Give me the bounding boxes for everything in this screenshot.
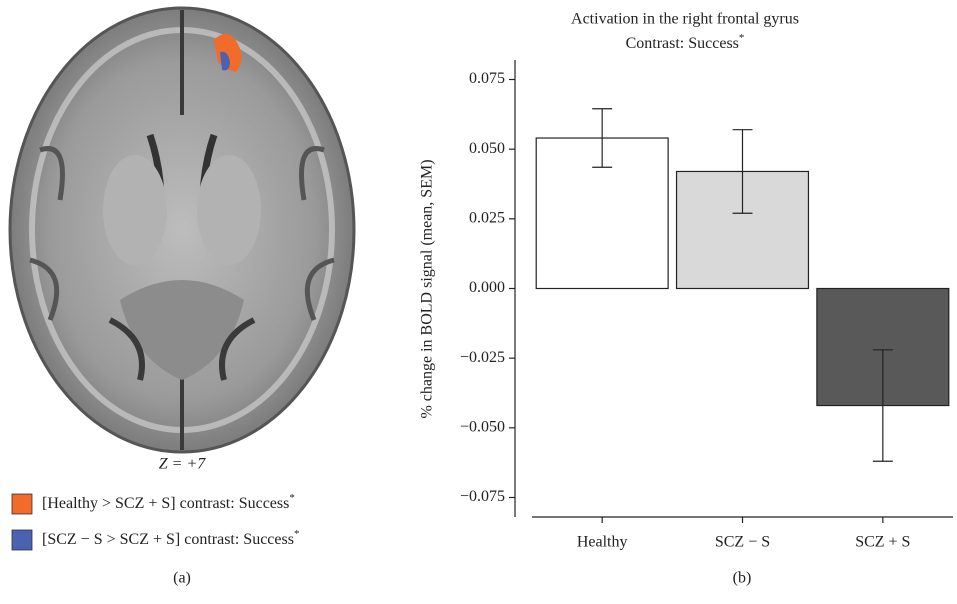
subtitle-superscript: * [739,32,745,44]
page: {"panel_a": { "slice_label": "Z = +7", "… [0,0,957,599]
legend-swatch [12,494,32,514]
y-tick-label: −0.075 [460,488,505,505]
y-tick-label: 0.075 [469,70,505,87]
legend: [Healthy > SCZ + S] contrast: Success*[S… [12,492,299,550]
y-tick-label: −0.025 [460,349,505,366]
legend-superscript: * [289,492,295,504]
x-tick-label: SCZ + S [855,534,910,551]
legend-label: [SCZ − S > SCZ + S] contrast: Success* [42,528,299,548]
brain-image [10,8,354,452]
x-tick-label: Healthy [577,534,628,551]
legend-superscript: * [294,528,300,540]
y-tick-label: −0.050 [460,419,505,436]
y-axis-label: % change in BOLD signal (mean, SEM) [419,159,436,418]
subtitle-text: Contrast: Success [626,35,739,52]
y-tick-label: 0.000 [469,279,505,296]
y-tick-label: 0.025 [469,210,505,227]
figure: Z = +7 [Healthy > SCZ + S] contrast: Suc… [0,0,957,599]
legend-text: [Healthy > SCZ + S] contrast: Success [42,495,289,512]
legend-label: [Healthy > SCZ + S] contrast: Success* [42,492,295,512]
legend-swatch [12,530,32,550]
panel-label: (b) [733,570,752,587]
x-tick-label: SCZ − S [715,534,770,551]
chart-title: Activation in the right frontal gyrus [571,11,799,28]
y-tick-label: 0.050 [469,140,505,157]
legend-text: [SCZ − S > SCZ + S] contrast: Success [42,531,294,548]
chart-subtitle: Contrast: Success* [626,32,745,52]
slice-label: Z = +7 [159,456,206,473]
panel-label: (a) [173,570,191,587]
